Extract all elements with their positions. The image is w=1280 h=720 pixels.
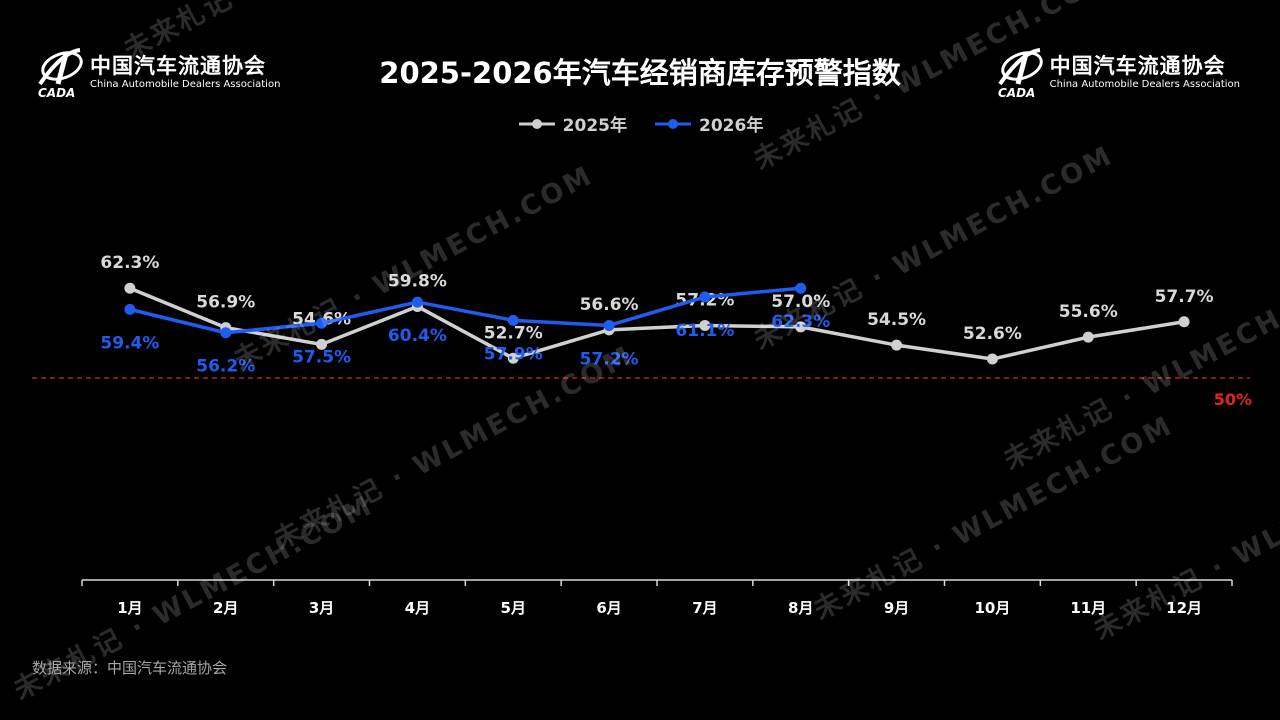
chart-title: 2025-2026年汽车经销商库存预警指数 — [379, 56, 901, 90]
data-point[interactable] — [316, 317, 328, 329]
legend: 2025年 2026年 — [0, 111, 1280, 136]
data-label: 57.2% — [580, 349, 639, 369]
data-label: 59.8% — [388, 271, 447, 291]
x-tick-label: 3月 — [309, 599, 334, 617]
data-label: 60.4% — [388, 326, 447, 346]
logo-left: CADA 中国汽车流通协会 China Automobile Dealers A… — [32, 44, 280, 100]
data-point[interactable] — [411, 296, 423, 308]
data-label: 57.7% — [1155, 287, 1214, 307]
data-label: 56.6% — [580, 295, 639, 315]
x-tick-label: 6月 — [596, 599, 621, 617]
x-tick-label: 5月 — [501, 599, 526, 617]
logo-left-en: China Automobile Dealers Association — [90, 78, 281, 90]
x-tick-label: 11月 — [1070, 599, 1106, 617]
cada-logo-icon: CADA — [38, 48, 83, 100]
x-tick-label: 9月 — [884, 599, 909, 617]
x-tick-label: 4月 — [405, 599, 430, 617]
svg-text:CADA: CADA — [998, 86, 1035, 100]
data-label: 59.4% — [100, 333, 159, 353]
data-point[interactable] — [1178, 316, 1190, 328]
data-label: 62.3% — [100, 253, 159, 273]
data-point[interactable] — [986, 353, 998, 365]
logo-right-cn: 中国汽车流通协会 — [1049, 53, 1226, 78]
data-point[interactable] — [699, 291, 711, 303]
data-point[interactable] — [507, 352, 519, 364]
data-point[interactable] — [507, 314, 519, 326]
data-point[interactable] — [220, 327, 232, 339]
logo-right: CADA 中国汽车流通协会 China Automobile Dealers A… — [992, 44, 1240, 100]
data-label: 62.3% — [771, 312, 830, 332]
data-label: 57.9% — [484, 344, 543, 364]
data-label: 57.0% — [771, 292, 830, 312]
series-group: 62.3%56.9%54.6%59.8%52.7%56.6%57.2%57.0%… — [100, 253, 1213, 377]
data-label: 52.6% — [963, 324, 1022, 344]
x-tick-label: 7月 — [692, 599, 717, 617]
x-tick-label: 10月 — [974, 599, 1010, 617]
data-point[interactable] — [124, 282, 136, 294]
data-label: 54.5% — [867, 310, 926, 330]
x-axis: 1月 2月 3月 4月 5月 6月 7月 8月 9月 10月 11月 12月 — [81, 579, 1233, 617]
threshold-label: 50% — [1214, 390, 1252, 409]
svg-text:CADA: CADA — [38, 86, 75, 100]
data-point[interactable] — [1082, 331, 1094, 343]
data-point[interactable] — [795, 321, 807, 333]
data-source: 数据来源：中国汽车流通协会 — [32, 659, 228, 677]
x-tick-label: 2月 — [213, 599, 238, 617]
cada-logo-icon: CADA — [998, 48, 1043, 100]
data-point[interactable] — [316, 338, 328, 350]
data-point[interactable] — [891, 339, 903, 351]
data-point[interactable] — [699, 319, 711, 331]
series-line-2025年 — [129, 286, 1185, 361]
legend-label-2026: 2026年 — [699, 116, 764, 136]
legend-item-2025[interactable]: 2025年 — [517, 111, 627, 136]
x-tick-label: 8月 — [788, 599, 813, 617]
data-label: 56.9% — [196, 293, 255, 313]
legend-item-2026[interactable]: 2026年 — [653, 111, 763, 136]
logo-right-en: China Automobile Dealers Association — [1049, 78, 1240, 90]
logo-left-cn: 中国汽车流通协会 — [90, 53, 266, 78]
data-label: 61.1% — [675, 321, 734, 341]
legend-line-marker-icon — [655, 118, 691, 129]
legend-line-marker-icon — [518, 118, 555, 129]
data-label: 52.7% — [484, 323, 543, 343]
x-tick-label: 1月 — [117, 599, 142, 617]
data-label: 57.5% — [292, 347, 351, 367]
legend-label-2025: 2025年 — [562, 116, 627, 136]
series-line-2026年 — [129, 286, 801, 335]
data-point[interactable] — [795, 282, 807, 294]
data-point[interactable] — [603, 319, 615, 331]
data-point[interactable] — [124, 303, 136, 315]
x-tick-label: 12月 — [1166, 599, 1202, 617]
data-label: 56.2% — [196, 357, 255, 377]
data-label: 55.6% — [1059, 302, 1118, 322]
